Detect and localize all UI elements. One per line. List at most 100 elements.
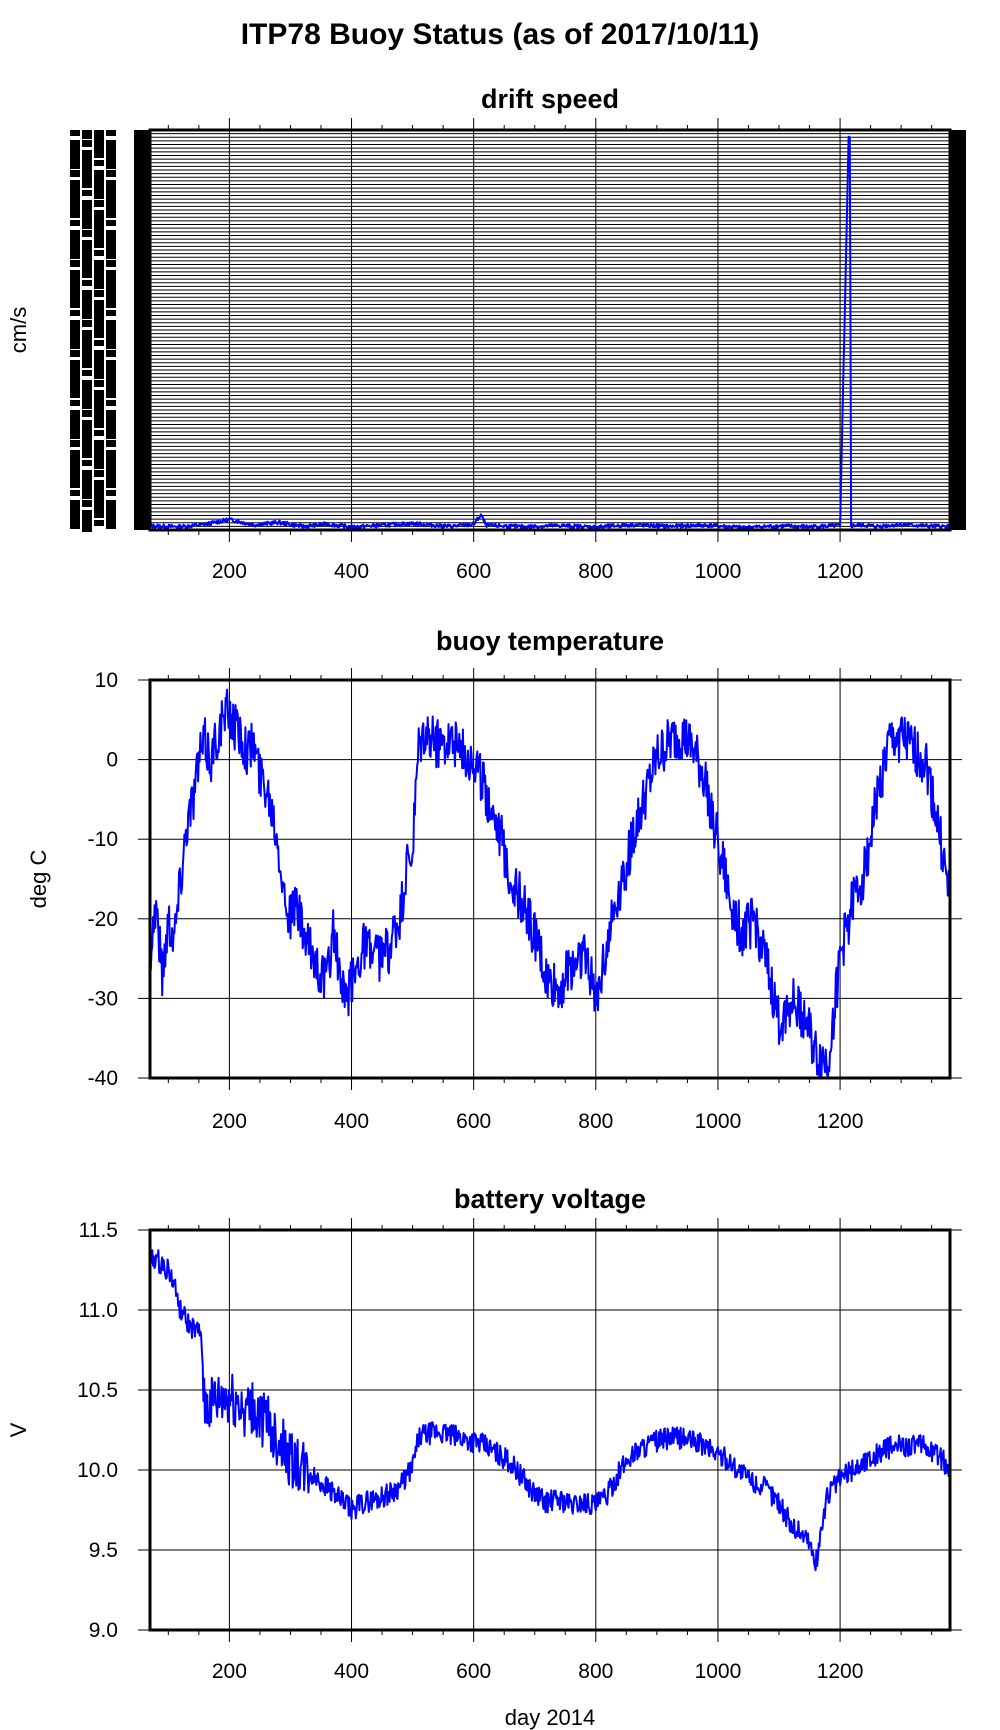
overplotted-tick-label [94,500,104,510]
overplotted-tick-label [106,300,116,308]
overplotted-tick-label [70,460,80,472]
overplotted-tick-label [106,160,116,169]
overplotted-tick-label [82,310,92,319]
overplotted-tick-label [94,470,104,477]
overplotted-tick-label [94,330,104,338]
x-tick-label: 1000 [695,560,742,583]
overplotted-tick-label [106,220,116,226]
y-tick-label: 10.5 [77,1379,118,1402]
overplotted-tick-label [106,330,116,341]
overplotted-tick-label [94,340,104,346]
overplotted-tick-label [70,410,80,423]
overplotted-tick-label [82,460,92,466]
overplotted-tick-label [106,520,116,529]
overplotted-tick-label [94,490,104,502]
overplotted-tick-label [106,420,116,431]
y-axis-label: deg C [26,850,51,909]
overplotted-tick-label [106,510,116,521]
y-axis-label: V [6,1422,31,1437]
overplotted-tick-label [70,280,80,292]
left-tick-band [134,130,150,530]
x-tick-label: 200 [212,1110,247,1133]
x-axis-label: day 2014 [505,1705,596,1730]
overplotted-tick-label [94,480,104,494]
overplotted-tick-label [82,190,92,196]
overplotted-tick-label [70,170,80,177]
overplotted-tick-label [70,160,80,169]
x-tick-label: 1200 [817,1660,864,1683]
overplotted-tick-label [82,470,92,483]
overplotted-tick-label [82,270,92,278]
overplotted-tick-label [106,400,116,406]
overplotted-tick-label [70,150,80,161]
data-series-line [149,135,951,531]
overplotted-tick-label [94,220,104,232]
y-axis-label: cm/s [6,307,31,353]
overplotted-tick-label [70,290,80,300]
x-tick-label: 600 [456,1660,491,1683]
x-tick-label: 1000 [695,1660,742,1683]
overplotted-tick-label [94,250,104,256]
overplotted-tick-label [82,360,92,368]
y-tick-label: 0 [106,749,118,772]
overplotted-tick-label [70,300,80,308]
overplotted-tick-label [82,370,92,376]
overplotted-tick-label [82,210,92,221]
overplotted-tick-label [106,310,116,316]
overplotted-tick-label [94,390,104,404]
overplotted-tick-label [82,130,92,139]
overplotted-tick-label [94,410,104,420]
overplotted-tick-label [82,220,92,229]
overplotted-tick-label [106,200,116,210]
overplotted-tick-label [94,230,104,240]
overplotted-tick-label [70,360,80,374]
overplotted-tick-label [70,440,80,447]
overplotted-tick-label [70,510,80,521]
overplotted-tick-label [82,340,92,352]
plot-frame [148,1228,952,1632]
overplotted-tick-label [94,310,104,322]
overplotted-tick-label [106,250,116,259]
x-tick-label: 200 [212,560,247,583]
overplotted-tick-label [70,140,80,153]
right-tick-band [950,130,966,530]
overplotted-tick-label [70,470,80,480]
overplotted-tick-label [106,380,116,390]
x-tick-label: 200 [212,1660,247,1683]
overplotted-tick-label [106,500,116,513]
overplotted-tick-label [82,510,92,524]
overplotted-tick-label [94,280,104,289]
overplotted-tick-label [70,390,80,398]
overplotted-tick-label [94,450,104,461]
y-tick-label: -30 [88,987,118,1010]
overplotted-tick-label [70,240,80,251]
y-tick-label: -20 [88,908,118,931]
overplotted-tick-label [94,430,104,436]
overplotted-tick-label [94,460,104,469]
overplotted-tick-label [106,140,116,153]
overplotted-tick-label [70,490,80,496]
overplotted-tick-label [94,520,104,526]
overplotted-tick-label [70,270,80,284]
overplotted-tick-label [106,150,116,161]
overplotted-tick-label [106,370,116,382]
y-tick-label: 10 [95,669,118,692]
overplotted-tick-label [94,240,104,248]
overplotted-tick-label [106,390,116,398]
y-tick-label: 11.5 [79,1219,118,1242]
overplotted-tick-label [106,260,116,267]
overplotted-tick-label [70,310,80,316]
data-series-line [149,1249,951,1572]
overplotted-tick-label [70,500,80,513]
overplotted-tick-label [70,520,80,529]
overplotted-tick-label [82,410,92,417]
overplotted-tick-label [82,520,92,532]
overplotted-tick-label [94,190,104,199]
overplotted-tick-label [94,170,104,183]
overplotted-tick-label [82,400,92,409]
overplotted-tick-label [70,220,80,226]
overplotted-tick-label [106,280,116,292]
overplotted-tick-label [106,410,116,423]
overplotted-tick-label [82,160,92,172]
overplotted-tick-label [106,430,116,439]
